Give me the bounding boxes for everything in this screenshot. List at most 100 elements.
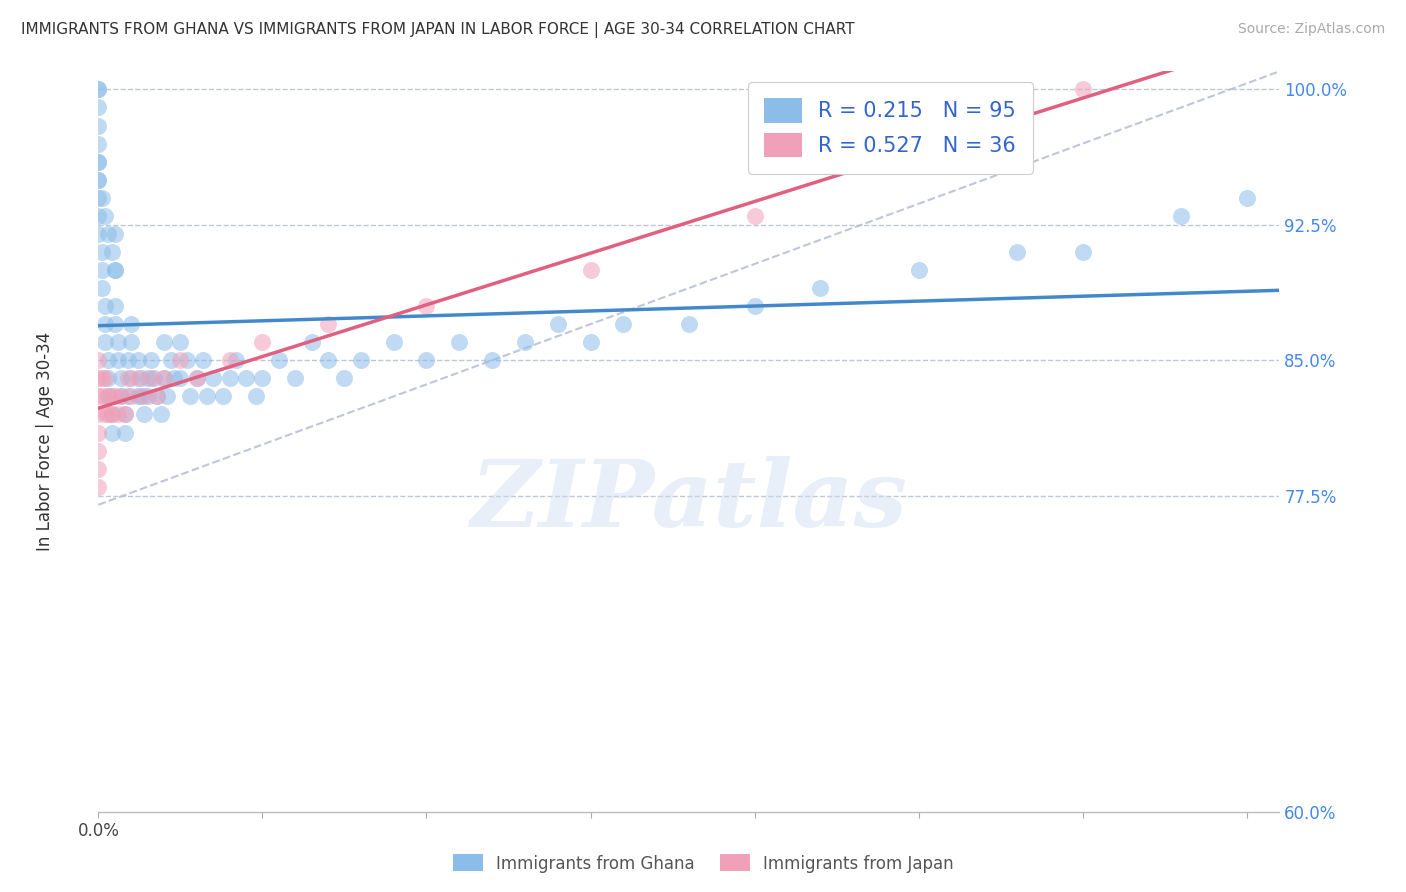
Point — [94, 209, 117, 223]
Point — [107, 335, 129, 350]
Point — [547, 317, 569, 331]
Point — [87, 82, 110, 96]
Point — [87, 209, 110, 223]
Point — [120, 371, 142, 385]
Point — [87, 353, 110, 368]
Point — [612, 317, 634, 331]
Point — [117, 371, 139, 385]
Point — [252, 335, 274, 350]
Point — [100, 244, 122, 259]
Point — [153, 335, 176, 350]
Point — [94, 371, 117, 385]
Point — [1005, 244, 1028, 259]
Point — [87, 172, 110, 186]
Point — [449, 335, 471, 350]
Point — [87, 408, 110, 422]
Point — [87, 154, 110, 169]
Point — [163, 371, 186, 385]
Point — [316, 317, 339, 331]
Point — [110, 371, 132, 385]
Point — [90, 191, 112, 205]
Point — [202, 371, 225, 385]
Point — [143, 371, 166, 385]
Point — [87, 154, 110, 169]
Text: Source: ZipAtlas.com: Source: ZipAtlas.com — [1237, 22, 1385, 37]
Point — [136, 389, 159, 403]
Point — [90, 371, 112, 385]
Point — [235, 371, 257, 385]
Point — [87, 480, 110, 494]
Point — [117, 353, 139, 368]
Point — [195, 389, 218, 403]
Point — [94, 317, 117, 331]
Point — [169, 335, 191, 350]
Point — [87, 443, 110, 458]
Point — [134, 389, 156, 403]
Point — [100, 408, 122, 422]
Point — [87, 389, 110, 403]
Point — [267, 353, 290, 368]
Point — [1071, 82, 1094, 96]
Point — [415, 353, 437, 368]
Point — [87, 100, 110, 114]
Point — [104, 317, 127, 331]
Point — [110, 389, 132, 403]
Point — [382, 335, 405, 350]
Point — [117, 389, 139, 403]
Point — [284, 371, 307, 385]
Point — [146, 389, 169, 403]
Point — [153, 371, 176, 385]
Point — [159, 353, 181, 368]
Point — [179, 389, 201, 403]
Point — [333, 371, 356, 385]
Point — [94, 335, 117, 350]
Text: In Labor Force | Age 30-34: In Labor Force | Age 30-34 — [37, 332, 55, 551]
Point — [678, 317, 700, 331]
Point — [744, 209, 766, 223]
Point — [153, 371, 176, 385]
Point — [146, 389, 169, 403]
Point — [110, 389, 132, 403]
Point — [149, 408, 172, 422]
Point — [107, 408, 129, 422]
Point — [907, 263, 929, 277]
Point — [744, 299, 766, 313]
Point — [218, 371, 240, 385]
Point — [513, 335, 536, 350]
Point — [139, 371, 162, 385]
Point — [94, 299, 117, 313]
Point — [127, 389, 149, 403]
Point — [87, 136, 110, 151]
Point — [218, 353, 240, 368]
Point — [1071, 244, 1094, 259]
Point — [97, 227, 120, 241]
Point — [120, 335, 142, 350]
Point — [579, 335, 602, 350]
Point — [245, 389, 267, 403]
Point — [129, 389, 152, 403]
Point — [87, 227, 110, 241]
Point — [114, 425, 136, 440]
Point — [100, 408, 122, 422]
Point — [97, 353, 120, 368]
Point — [136, 371, 159, 385]
Point — [350, 353, 373, 368]
Point — [1170, 209, 1192, 223]
Point — [94, 408, 117, 422]
Point — [225, 353, 247, 368]
Point — [104, 227, 127, 241]
Point — [120, 317, 142, 331]
Point — [301, 335, 323, 350]
Point — [87, 119, 110, 133]
Legend: Immigrants from Ghana, Immigrants from Japan: Immigrants from Ghana, Immigrants from J… — [446, 847, 960, 880]
Point — [97, 408, 120, 422]
Point — [90, 263, 112, 277]
Point — [316, 353, 339, 368]
Point — [127, 371, 149, 385]
Point — [169, 371, 191, 385]
Point — [139, 353, 162, 368]
Point — [808, 281, 831, 295]
Point — [90, 244, 112, 259]
Point — [87, 371, 110, 385]
Point — [90, 389, 112, 403]
